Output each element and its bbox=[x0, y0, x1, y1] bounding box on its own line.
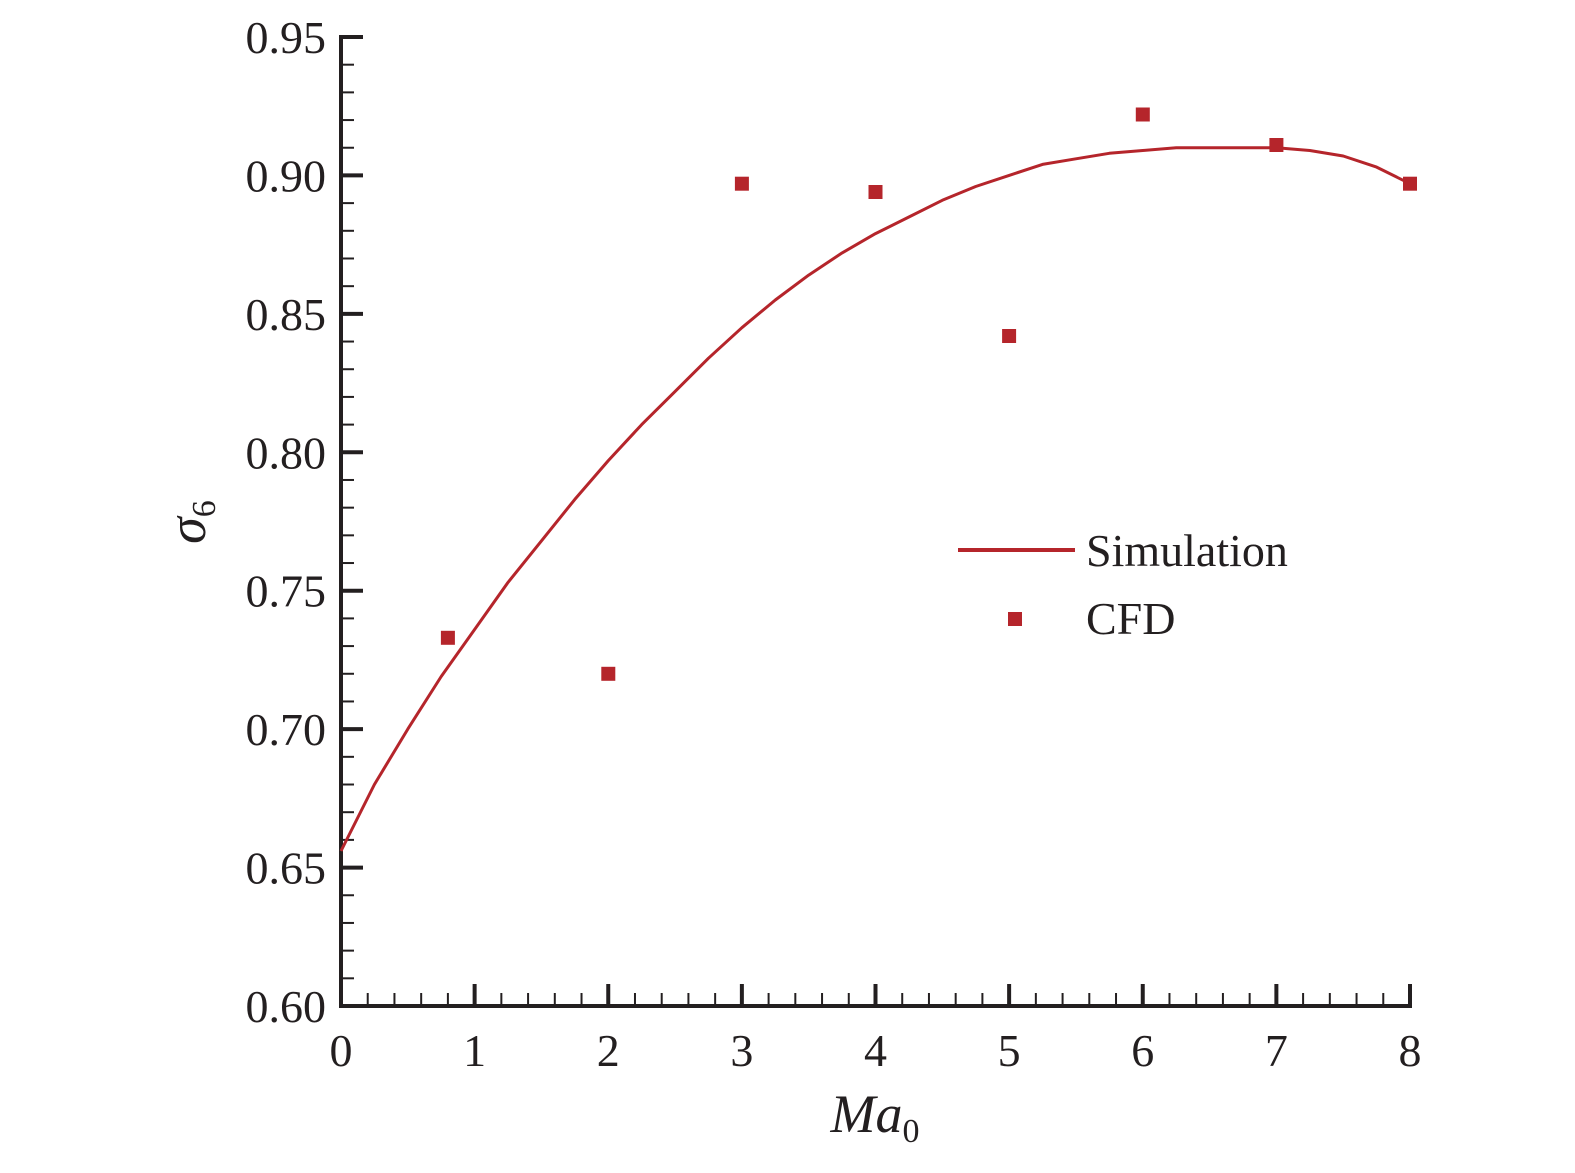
cfd-point bbox=[1002, 329, 1017, 343]
simulation-line bbox=[339, 146, 1411, 852]
y-tick-label: 0.95 bbox=[246, 12, 327, 63]
x-tick-label: 4 bbox=[864, 1025, 887, 1076]
cfd-point bbox=[1403, 176, 1417, 191]
x-tick-label: 7 bbox=[1265, 1025, 1288, 1076]
cfd-point bbox=[734, 176, 749, 191]
x-tick-label: 8 bbox=[1399, 1025, 1422, 1076]
y-axis-title-main: σ bbox=[157, 515, 217, 544]
x-tick-label: 5 bbox=[998, 1025, 1021, 1076]
legend-cfd-swatch bbox=[1008, 612, 1022, 626]
legend-cfd-label: CFD bbox=[1086, 593, 1175, 644]
x-tick-label: 3 bbox=[730, 1025, 753, 1076]
cfd-point bbox=[868, 185, 883, 199]
y-tick-label: 0.60 bbox=[246, 981, 327, 1032]
y-tick-label: 0.90 bbox=[246, 150, 327, 201]
y-axis-title: σ6 bbox=[157, 500, 223, 544]
x-tick-labels: 0 1 2 3 4 5 6 7 8 bbox=[330, 1025, 1422, 1076]
legend-simulation-label: Simulation bbox=[1086, 525, 1288, 576]
x-axis-title-main: Ma bbox=[830, 1084, 903, 1144]
cfd-point bbox=[1135, 107, 1150, 122]
cfd-point bbox=[440, 630, 455, 645]
minor-ticks bbox=[341, 63, 1385, 1006]
cfd-point bbox=[1269, 138, 1284, 152]
y-axis-title-subscript: 6 bbox=[186, 500, 223, 517]
major-ticks bbox=[339, 35, 1412, 1008]
y-tick-labels: 0.60 0.65 0.70 0.75 0.80 0.85 0.90 0.95 bbox=[246, 12, 327, 1032]
x-axis-title-subscript: 0 bbox=[902, 1113, 919, 1150]
x-axis-title: Ma0 bbox=[830, 1084, 920, 1150]
x-tick-label: 2 bbox=[597, 1025, 620, 1076]
x-tick-label: 1 bbox=[463, 1025, 486, 1076]
y-tick-label: 0.75 bbox=[246, 566, 327, 617]
cfd-point bbox=[601, 666, 616, 681]
y-tick-label: 0.80 bbox=[246, 427, 327, 478]
y-tick-label: 0.70 bbox=[246, 704, 327, 755]
x-tick-label: 0 bbox=[330, 1025, 353, 1076]
y-tick-label: 0.85 bbox=[246, 289, 327, 340]
series-layer bbox=[339, 107, 1417, 852]
legend: Simulation CFD bbox=[958, 525, 1288, 644]
y-tick-label: 0.65 bbox=[246, 843, 327, 894]
x-tick-label: 6 bbox=[1131, 1025, 1154, 1076]
